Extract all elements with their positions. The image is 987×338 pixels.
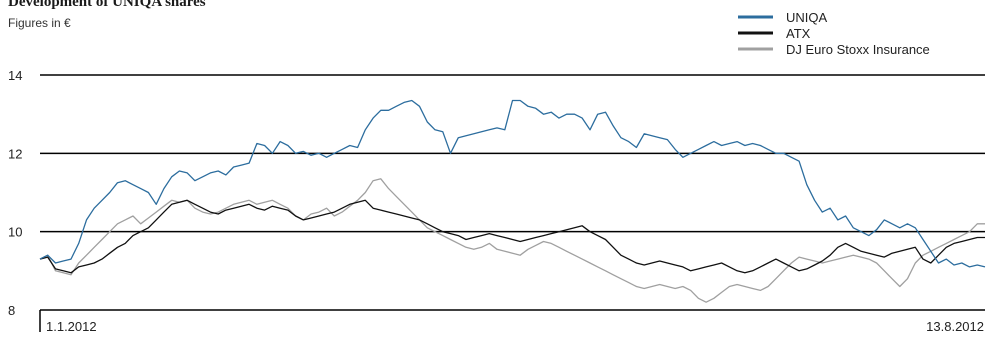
axis-layer: 8 10 12 14 1.1.2012 13.8.2012: [8, 68, 984, 334]
series-line-dj-euro-stoxx-insurance: [39, 178, 985, 303]
legend-label: DJ Euro Stoxx Insurance: [786, 42, 930, 57]
y-tick-label: 12: [8, 146, 22, 161]
y-tick-label: 10: [8, 225, 22, 240]
x-start-label: 1.1.2012: [46, 319, 97, 334]
y-tick-label: 8: [8, 303, 15, 318]
legend-label: UNIQA: [786, 10, 828, 25]
series-layer: [39, 99, 986, 303]
legend-label: ATX: [786, 26, 811, 41]
chart-title: Development of UNIQA shares: [8, 0, 206, 10]
chart-subtitle: Figures in €: [8, 16, 71, 30]
y-tick-label: 14: [8, 68, 22, 83]
x-end-label: 13.8.2012: [926, 319, 984, 334]
series-line-uniqa: [39, 99, 986, 268]
series-line-atx: [39, 199, 985, 274]
grid-layer: [40, 74, 985, 311]
